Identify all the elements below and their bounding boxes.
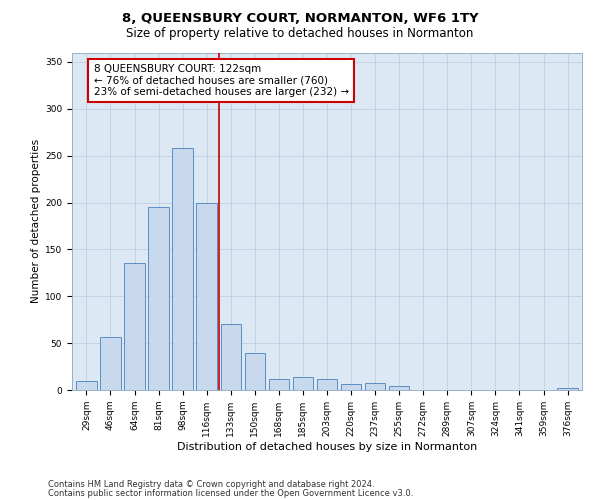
Bar xyxy=(293,377,313,390)
Bar xyxy=(557,388,578,390)
Bar xyxy=(269,379,289,390)
Text: 8 QUEENSBURY COURT: 122sqm
← 76% of detached houses are smaller (760)
23% of sem: 8 QUEENSBURY COURT: 122sqm ← 76% of deta… xyxy=(94,64,349,97)
Text: Size of property relative to detached houses in Normanton: Size of property relative to detached ho… xyxy=(127,28,473,40)
Text: Contains HM Land Registry data © Crown copyright and database right 2024.: Contains HM Land Registry data © Crown c… xyxy=(48,480,374,489)
Bar xyxy=(148,207,169,390)
Text: 8, QUEENSBURY COURT, NORMANTON, WF6 1TY: 8, QUEENSBURY COURT, NORMANTON, WF6 1TY xyxy=(122,12,478,26)
Text: Contains public sector information licensed under the Open Government Licence v3: Contains public sector information licen… xyxy=(48,488,413,498)
Bar xyxy=(100,336,121,390)
Bar xyxy=(124,264,145,390)
X-axis label: Distribution of detached houses by size in Normanton: Distribution of detached houses by size … xyxy=(177,442,477,452)
Bar xyxy=(196,202,217,390)
Y-axis label: Number of detached properties: Number of detached properties xyxy=(31,139,41,304)
Bar xyxy=(317,379,337,390)
Bar xyxy=(341,384,361,390)
Bar xyxy=(76,380,97,390)
Bar xyxy=(365,382,385,390)
Bar xyxy=(245,352,265,390)
Bar xyxy=(221,324,241,390)
Bar xyxy=(389,386,409,390)
Bar xyxy=(172,148,193,390)
